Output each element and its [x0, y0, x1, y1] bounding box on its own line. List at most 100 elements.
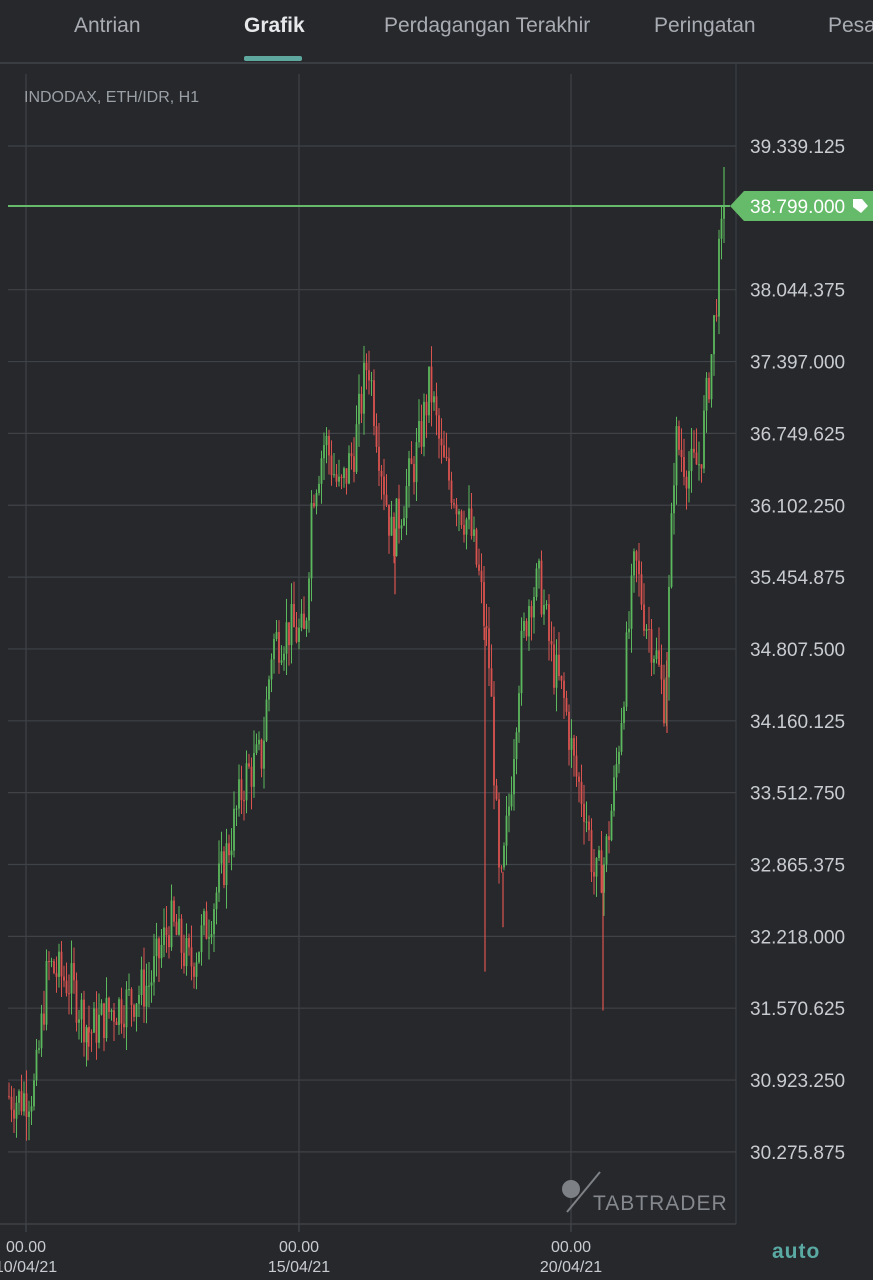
x-tick-date: 20/04/21 — [540, 1259, 602, 1276]
y-tick-label: 31.570.625 — [750, 999, 845, 1020]
candle-body — [470, 508, 473, 536]
candle-body — [488, 628, 490, 669]
candle-body — [703, 410, 705, 469]
candle-body — [588, 821, 590, 831]
watermark-slash — [566, 1171, 601, 1213]
tab-antrian[interactable]: Antrian — [74, 14, 141, 37]
chart-title: INDODAX, ETH/IDR, H1 — [24, 89, 199, 106]
candle-body — [288, 622, 290, 646]
candle-body — [658, 650, 660, 665]
candle-body — [183, 952, 185, 967]
candle-body — [490, 668, 493, 697]
candle-body — [613, 777, 615, 811]
candle-body — [353, 456, 355, 472]
candle-body — [563, 680, 565, 698]
candle-body — [103, 1003, 105, 1039]
candle-body — [560, 675, 563, 681]
candle-body — [688, 471, 690, 489]
candle-body — [643, 604, 645, 631]
candle-body — [343, 468, 345, 479]
candle-body — [558, 654, 560, 676]
candle-body — [190, 947, 193, 967]
candle-body — [473, 529, 475, 536]
candle-body — [708, 377, 710, 400]
candle-body — [153, 956, 155, 983]
candle-body — [15, 1102, 18, 1119]
candle-body — [255, 744, 258, 753]
candle-body — [68, 993, 70, 995]
candle-body — [673, 485, 675, 514]
candle-body — [150, 982, 153, 986]
candle-body — [510, 794, 513, 807]
candle-body — [468, 508, 470, 520]
candle-body — [428, 366, 430, 416]
y-tick-label: 37.397.000 — [750, 353, 845, 374]
candle-body — [95, 1008, 98, 1043]
candle-body — [195, 962, 198, 977]
candle-body — [43, 1013, 45, 1025]
candle-body — [23, 1093, 25, 1112]
tab-pesanan[interactable]: Pesa — [828, 14, 873, 37]
candle-body — [188, 937, 190, 948]
candle-body — [610, 810, 613, 841]
candle-body — [305, 620, 308, 629]
y-tick-label: 33.512.750 — [750, 784, 845, 805]
candle-body — [715, 315, 718, 317]
candle-body — [203, 911, 205, 926]
x-tick-time: 00.00 — [279, 1239, 319, 1256]
candle-body — [140, 969, 143, 995]
candle-body — [233, 808, 235, 851]
candle-body — [380, 470, 383, 477]
candle-body — [710, 354, 713, 400]
candle-body — [365, 362, 368, 371]
candle-body — [148, 985, 150, 987]
candle-body — [668, 586, 670, 678]
candle-body — [503, 845, 505, 868]
candle-body — [265, 699, 268, 741]
candle-body — [160, 944, 163, 959]
candle-body — [378, 446, 380, 471]
candle-body — [208, 937, 210, 939]
active-tab-indicator — [244, 56, 302, 61]
candle-body — [675, 426, 678, 486]
candle-body — [170, 900, 173, 948]
candle-body — [218, 863, 220, 893]
candle-body — [123, 1023, 125, 1028]
candle-body — [553, 644, 555, 688]
auto-scale-button[interactable]: auto — [772, 1240, 821, 1263]
candle-body — [440, 438, 443, 446]
candle-body — [53, 961, 55, 974]
candle-body — [330, 455, 333, 476]
candle-body — [540, 560, 543, 615]
tab-perdagangan-terakhir[interactable]: Perdagangan Terakhir — [384, 14, 591, 37]
candle-body — [78, 1019, 80, 1023]
candle-body — [185, 937, 188, 967]
candle-body — [528, 606, 530, 637]
candle-body — [108, 997, 110, 1012]
candle-body — [238, 779, 240, 809]
candle-body — [535, 568, 538, 598]
candle-body — [623, 706, 625, 723]
candle-body — [370, 380, 373, 382]
price-chart[interactable]: 39.339.125 38.044.375 37.397.000 36.749.625… — [0, 64, 873, 1280]
tab-grafik[interactable]: Grafik — [244, 14, 305, 37]
candle-body — [578, 776, 580, 782]
candle-body — [550, 640, 553, 645]
candle-body — [410, 458, 413, 464]
candle-body — [565, 697, 568, 712]
candle-body — [145, 985, 148, 1007]
y-tick-label: 30.275.875 — [750, 1143, 845, 1164]
candle-body — [243, 800, 245, 802]
candle-body — [538, 560, 540, 569]
candle-body — [385, 494, 388, 505]
candle-body — [653, 658, 655, 663]
tab-peringatan[interactable]: Peringatan — [654, 14, 756, 37]
candle-body — [10, 1096, 13, 1110]
candle-body — [453, 502, 455, 505]
candle-body — [325, 435, 328, 446]
candle-body — [223, 851, 225, 886]
candle-body — [508, 806, 510, 816]
candle-body — [283, 653, 285, 661]
candle-body — [438, 415, 440, 439]
candle-body — [635, 551, 638, 561]
